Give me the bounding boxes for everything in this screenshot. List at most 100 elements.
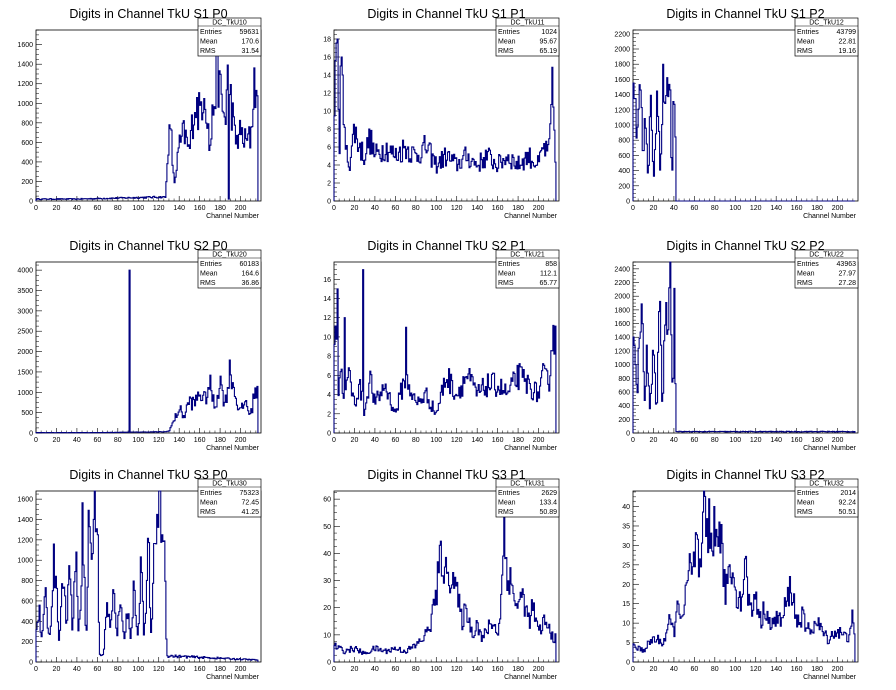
x-tick-label: 120	[153, 437, 165, 444]
x-tick-label: 40	[73, 205, 81, 212]
x-tick-label: 20	[650, 666, 658, 673]
stats-rms-value: 27.28	[838, 280, 856, 287]
y-tick-label: 500	[21, 410, 33, 417]
x-tick-label: 140	[471, 666, 483, 673]
y-tick-label: 14	[323, 296, 331, 303]
x-tick-label: 0	[34, 205, 38, 212]
stats-mean-value: 112.1	[540, 271, 557, 278]
x-tick-label: 100	[729, 666, 741, 673]
x-tick-label: 120	[153, 666, 165, 673]
stats-box: DC_TkU31 Entries 2629 Mean 133.4 RMS 50.89	[495, 478, 560, 518]
y-tick-label: 3500	[17, 288, 33, 295]
stats-entries-value: 2629	[541, 490, 557, 497]
y-tick-label: 0	[29, 431, 33, 438]
x-tick-label: 20	[351, 666, 359, 673]
x-tick-label: 160	[492, 437, 504, 444]
x-tick-label: 140	[173, 437, 185, 444]
stats-box-frame	[495, 17, 560, 57]
y-tick-label: 2	[327, 411, 331, 418]
stats-entries-value: 59631	[240, 29, 260, 36]
stats-rms-label: RMS	[200, 280, 216, 287]
x-tick-label: 140	[173, 205, 185, 212]
stats-mean-value: 72.45	[241, 500, 259, 507]
stats-entries-value: 1024	[541, 29, 557, 36]
x-tick-label: 60	[391, 205, 399, 212]
x-tick-label: 120	[451, 666, 463, 673]
panel-title: Digits in Channel TkU S3 P1	[367, 468, 525, 482]
x-axis-label: Channel Number	[803, 445, 857, 452]
y-tick-label: 10	[622, 621, 630, 628]
stats-box: DC_TkU22 Entries 43963 Mean 27.97 RMS 27.28	[794, 249, 859, 289]
x-tick-label: 200	[533, 666, 545, 673]
y-tick-label: 6	[327, 373, 331, 380]
stats-entries-label: Entries	[797, 261, 819, 268]
x-axis-label: Channel Number	[206, 674, 260, 681]
stats-rms-label: RMS	[200, 509, 216, 516]
x-tick-label: 140	[770, 205, 782, 212]
histogram-line	[35, 49, 259, 201]
y-tick-label: 800	[21, 578, 33, 585]
x-tick-label: 100	[729, 437, 741, 444]
x-tick-label: 0	[332, 205, 336, 212]
y-tick-label: 200	[21, 639, 33, 646]
histogram-panel: Digits in Channel TkU S2 P10 20 40 60 80 100 1…	[323, 239, 560, 452]
x-tick-label: 120	[750, 437, 762, 444]
x-tick-label: 60	[690, 205, 698, 212]
y-tick-label: 18	[323, 37, 331, 44]
x-tick-label: 60	[690, 666, 698, 673]
histogram-panel: Digits in Channel TkU S1 P2 0 20 40 60 80 100 1…	[614, 7, 859, 220]
y-tick-label: 1800	[614, 62, 630, 69]
y-tick-label: 600	[21, 598, 33, 605]
x-tick-label: 60	[391, 437, 399, 444]
histogram-panel: Digits in Channel TkU S2 P0 0 20 40 60 80 100 1…	[17, 239, 262, 452]
stats-mean-value: 133.4	[539, 500, 557, 507]
x-tick-label: 120	[750, 205, 762, 212]
y-tick-label: 1000	[17, 390, 33, 397]
x-tick-label: 20	[351, 205, 359, 212]
x-tick-label: 60	[690, 437, 698, 444]
y-tick-label: 1400	[614, 92, 630, 99]
y-tick-label: 0	[626, 660, 630, 667]
stats-entries-value: 2014	[840, 490, 856, 497]
x-tick-label: 100	[430, 205, 442, 212]
panel-title: Digits in Channel TkU S1 P2	[666, 7, 824, 21]
y-tick-label: 1000	[17, 101, 33, 108]
x-tick-label: 140	[471, 205, 483, 212]
x-tick-label: 200	[533, 437, 545, 444]
y-tick-label: 400	[618, 168, 630, 175]
stats-box-frame	[794, 17, 859, 57]
x-tick-label: 20	[53, 437, 61, 444]
x-tick-label: 40	[670, 666, 678, 673]
stats-box-frame	[197, 249, 262, 289]
stats-mean-value: 170.6	[241, 39, 259, 46]
y-tick-label: 2000	[17, 349, 33, 356]
x-axis-label: Channel Number	[803, 213, 857, 220]
x-tick-label: 160	[791, 205, 803, 212]
y-tick-label: 200	[618, 417, 630, 424]
y-tick-label: 3000	[17, 308, 33, 315]
y-tick-label: 800	[618, 376, 630, 383]
stats-histogram-name: DC_TkU21	[510, 252, 545, 259]
stats-mean-value: 27.97	[838, 271, 856, 278]
x-tick-label: 80	[711, 437, 719, 444]
histogram-line	[333, 269, 557, 433]
stats-histogram-name: DC_TkU32	[809, 481, 844, 488]
histogram-line	[632, 490, 856, 662]
x-tick-label: 140	[770, 666, 782, 673]
stats-entries-label: Entries	[200, 29, 222, 36]
stats-mean-label: Mean	[200, 500, 218, 507]
x-tick-label: 20	[53, 205, 61, 212]
x-tick-label: 80	[711, 666, 719, 673]
x-tick-label: 180	[512, 666, 524, 673]
x-tick-label: 40	[371, 666, 379, 673]
x-tick-label: 160	[194, 666, 206, 673]
stats-mean-label: Mean	[200, 271, 218, 278]
stats-rms-value: 50.89	[539, 509, 557, 516]
stats-entries-value: 858	[545, 261, 557, 268]
y-tick-label: 0	[327, 199, 331, 206]
y-tick-label: 0	[626, 199, 630, 206]
histogram-panel: Digits in Channel TkU S1 P10 20 40 60 80 100 1…	[323, 7, 560, 220]
histogram-panel: Digits in Channel TkU S3 P10 20 40 60 80 100 1…	[323, 468, 560, 681]
stats-box-frame	[495, 249, 560, 289]
x-axis-label: Channel Number	[504, 674, 558, 681]
